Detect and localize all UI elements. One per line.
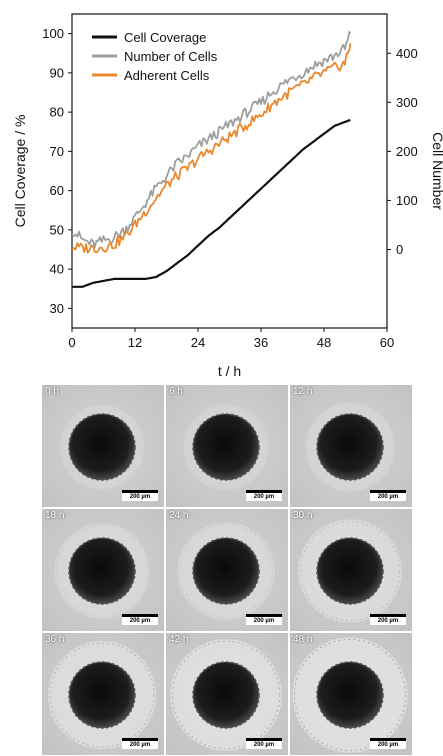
y2-tick-label: 400 (396, 46, 418, 61)
time-label: 36 h (45, 634, 65, 645)
y-tick-label: 90 (50, 65, 64, 80)
time-label: 18 h (45, 510, 65, 521)
legend-label: Number of Cells (124, 49, 218, 64)
spheroid-micrograph (166, 509, 288, 631)
series-line-cell-coverage (72, 118, 351, 288)
scale-bar-label: 200 µm (370, 617, 406, 625)
y2-tick-label: 300 (396, 95, 418, 110)
scale-bar: 200 µm (370, 614, 406, 625)
spheroid-image: 0 h 200 µm (41, 384, 165, 508)
y-tick-label: 40 (50, 262, 64, 277)
series-line-adherent-cells (71, 43, 352, 254)
scale-bar-label: 200 µm (122, 741, 158, 749)
scale-bar-label: 200 µm (370, 741, 406, 749)
scale-bar: 200 µm (246, 614, 282, 625)
scale-bar-label: 200 µm (122, 493, 158, 501)
spheroid-micrograph (290, 633, 412, 755)
spheroid-image: 12 h 200 µm (289, 384, 413, 508)
spheroid-micrograph (290, 385, 412, 507)
y-tick-label: 60 (50, 183, 64, 198)
spheroid-micrograph (166, 385, 288, 507)
spheroid-image: 36 h 200 µm (41, 632, 165, 756)
time-label: 24 h (169, 510, 189, 521)
time-label: 42 h (169, 634, 189, 645)
scale-bar: 200 µm (246, 738, 282, 749)
x-tick-label: 24 (191, 335, 205, 350)
scale-bar: 200 µm (370, 738, 406, 749)
scale-bar-label: 200 µm (246, 617, 282, 625)
time-label: 12 h (293, 386, 313, 397)
scale-bar: 200 µm (122, 614, 158, 625)
scale-bar-label: 200 µm (370, 493, 406, 501)
scale-bar-label: 200 µm (246, 741, 282, 749)
x-axis-label: t / h (218, 363, 241, 379)
spheroid-micrograph (166, 633, 288, 755)
time-label: 0 h (45, 386, 59, 397)
x-tick-label: 60 (380, 335, 394, 350)
spheroid-image: 30 h 200 µm (289, 508, 413, 632)
spheroid-image: 42 h 200 µm (165, 632, 289, 756)
y2-tick-label: 200 (396, 144, 418, 159)
plot-frame (71, 13, 388, 329)
y2-tick-label: 0 (396, 242, 403, 257)
spheroid-image: 6 h 200 µm (165, 384, 289, 508)
scale-bar: 200 µm (246, 490, 282, 501)
spheroid-micrograph (42, 385, 164, 507)
time-label: 48 h (293, 634, 313, 645)
x-tick-label: 36 (254, 335, 268, 350)
spheroid-image-grid: 0 h 200 µm 6 h 200 µm 12 h 200 µm 18 h 200 µm 24… (41, 384, 413, 756)
y-tick-label: 30 (50, 301, 64, 316)
time-label: 6 h (169, 386, 183, 397)
legend-label: Cell Coverage (124, 30, 206, 45)
scale-bar-label: 200 µm (122, 617, 158, 625)
spheroid-image: 18 h 200 µm (41, 508, 165, 632)
legend-label: Adherent Cells (124, 68, 210, 83)
x-tick-label: 12 (128, 335, 142, 350)
spheroid-image: 48 h 200 µm (289, 632, 413, 756)
y-tick-label: 50 (50, 222, 64, 237)
spheroid-image: 24 h 200 µm (165, 508, 289, 632)
scale-bar: 200 µm (122, 490, 158, 501)
x-tick-label: 0 (68, 335, 75, 350)
y-axis-label: Cell Coverage / % (12, 115, 28, 228)
spheroid-micrograph (290, 509, 412, 631)
spheroid-micrograph (42, 509, 164, 631)
y2-axis-label: Cell Number (430, 132, 443, 210)
cell-growth-chart: 0 12 24 36 48 60 30 40 50 60 70 80 90 100 0 100 200 300 40… (12, 13, 443, 379)
x-tick-label: 48 (317, 335, 331, 350)
spheroid-micrograph (42, 633, 164, 755)
y2-tick-label: 100 (396, 193, 418, 208)
time-label: 30 h (293, 510, 313, 521)
scale-bar-label: 200 µm (246, 493, 282, 501)
y-tick-label: 70 (50, 144, 64, 159)
scale-bar: 200 µm (122, 738, 158, 749)
scale-bar: 200 µm (370, 490, 406, 501)
series-line-number-of-cells (71, 30, 352, 249)
y-tick-label: 100 (42, 26, 64, 41)
y-tick-label: 80 (50, 105, 64, 120)
